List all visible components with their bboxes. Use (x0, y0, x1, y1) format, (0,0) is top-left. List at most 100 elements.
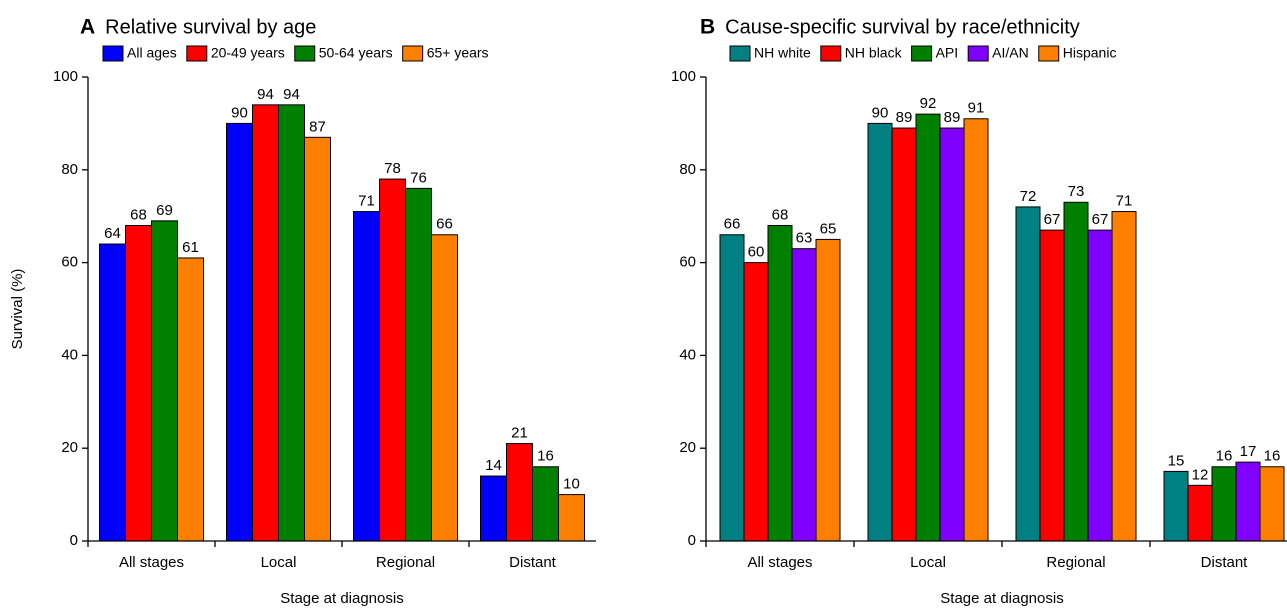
value-label: 60 (748, 244, 765, 261)
legend-label: All ages (127, 45, 177, 61)
bar (867, 122, 893, 542)
value-label: 16 (537, 448, 554, 465)
x-tick-label: All stages (119, 554, 184, 571)
bar (99, 243, 126, 542)
value-label: 16 (1216, 448, 1233, 465)
value-label: 10 (563, 476, 580, 493)
value-label: 12 (1192, 466, 1209, 483)
legend-label: Hispanic (1063, 45, 1117, 61)
chart-title: Relative survival by age (105, 16, 316, 38)
bar (278, 104, 305, 542)
value-label: 17 (1240, 443, 1257, 460)
y-tick-label: 20 (679, 439, 696, 456)
bar (1063, 201, 1089, 542)
bar (304, 136, 331, 542)
value-label: 61 (182, 239, 199, 256)
legend-swatch (911, 45, 933, 62)
bar (1259, 466, 1285, 542)
bar (815, 238, 841, 542)
value-label: 87 (309, 118, 326, 135)
value-label: 90 (872, 104, 889, 121)
bar (791, 248, 817, 542)
legend-label: 50-64 years (319, 45, 393, 61)
value-label: 71 (1116, 193, 1133, 210)
y-tick-label: 20 (61, 439, 78, 456)
bar (1111, 211, 1137, 542)
y-tick-label: 40 (61, 346, 78, 363)
bar (1015, 206, 1041, 542)
value-label: 14 (485, 457, 502, 474)
x-axis-label: Stage at diagnosis (940, 590, 1063, 607)
bar (177, 257, 204, 542)
bar (252, 104, 279, 542)
value-label: 73 (1068, 183, 1085, 200)
bar (226, 122, 253, 542)
bar (506, 443, 533, 542)
value-label: 67 (1044, 211, 1061, 228)
value-label: 89 (944, 109, 961, 126)
value-label: 68 (130, 206, 147, 223)
bar (1235, 461, 1261, 542)
y-tick-label: 0 (688, 532, 696, 549)
bar (353, 211, 380, 542)
value-label: 90 (231, 104, 248, 121)
value-label: 91 (968, 100, 985, 117)
value-label: 64 (104, 225, 121, 242)
bar (963, 118, 989, 542)
value-label: 66 (724, 216, 741, 233)
x-tick-label: Local (261, 554, 297, 571)
value-label: 71 (358, 193, 375, 210)
legend-swatch (294, 45, 316, 62)
value-label: 68 (772, 206, 789, 223)
value-label: 72 (1020, 188, 1037, 205)
panel-letter: A (80, 16, 95, 39)
bar (480, 475, 507, 542)
bar (939, 127, 965, 542)
value-label: 65 (820, 220, 837, 237)
bar (1163, 470, 1189, 542)
bar (405, 187, 432, 542)
legend-label: API (936, 45, 959, 61)
x-tick-label: Regional (1046, 554, 1105, 571)
y-tick-label: 60 (61, 254, 78, 271)
legend-swatch (402, 45, 424, 62)
legend-label: 20-49 years (211, 45, 285, 61)
value-label: 66 (436, 216, 453, 233)
value-label: 69 (156, 202, 173, 219)
legend-swatch (820, 45, 842, 62)
value-label: 16 (1264, 448, 1281, 465)
bar (532, 466, 559, 542)
legend-swatch (967, 45, 989, 62)
bar (151, 220, 178, 542)
bar (558, 494, 585, 542)
x-tick-label: Distant (509, 554, 557, 571)
bar (915, 113, 941, 542)
value-label: 78 (384, 160, 401, 177)
chart-title: Cause-specific survival by race/ethnicit… (725, 16, 1080, 38)
bar (767, 224, 793, 542)
y-tick-label: 80 (61, 161, 78, 178)
bar (1039, 229, 1065, 542)
value-label: 94 (283, 86, 300, 103)
y-tick-label: 40 (679, 346, 696, 363)
value-label: 63 (796, 230, 813, 247)
bar (431, 234, 458, 542)
value-label: 89 (896, 109, 913, 126)
y-tick-label: 80 (679, 161, 696, 178)
x-axis-label: Stage at diagnosis (280, 590, 403, 607)
legend-label: 65+ years (427, 45, 489, 61)
bar (1087, 229, 1113, 542)
value-label: 76 (410, 169, 427, 186)
bar (379, 178, 406, 542)
legend-swatch (102, 45, 124, 62)
x-tick-label: Regional (376, 554, 435, 571)
value-label: 67 (1092, 211, 1109, 228)
x-tick-label: Local (910, 554, 946, 571)
bar (891, 127, 917, 542)
value-label: 21 (511, 425, 528, 442)
bar (125, 224, 152, 542)
value-label: 15 (1168, 452, 1185, 469)
legend-swatch (1038, 45, 1060, 62)
bar (719, 234, 745, 542)
y-tick-label: 60 (679, 254, 696, 271)
